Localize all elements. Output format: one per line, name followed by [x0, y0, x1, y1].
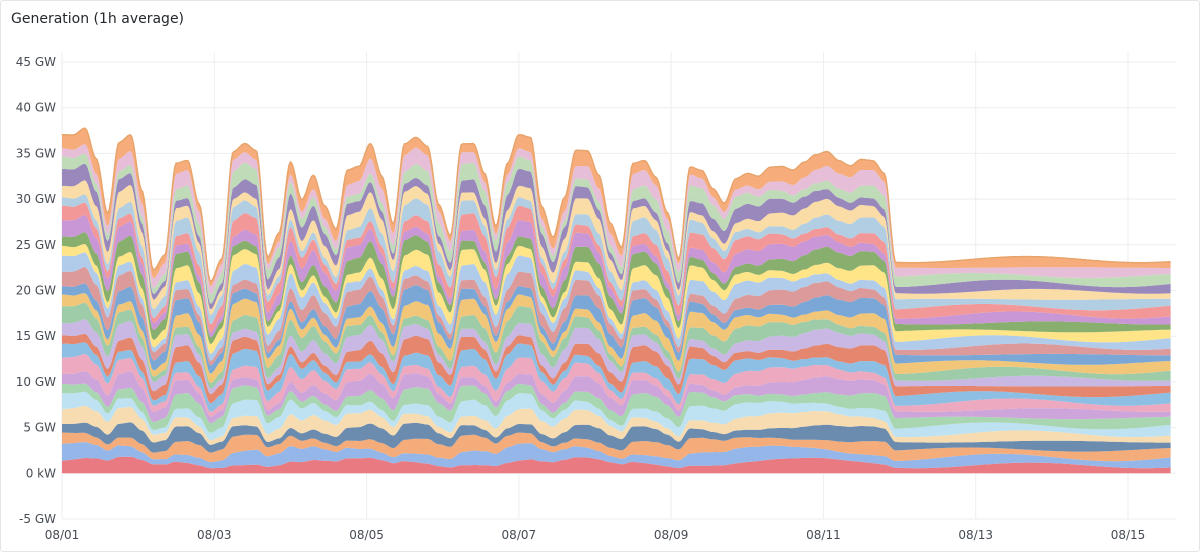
stack-band [62, 267, 1171, 366]
stack-band [62, 432, 1171, 463]
stack-band [62, 232, 1171, 344]
stack-band [62, 202, 1171, 333]
x-tick-label: 08/03 [197, 528, 232, 542]
stack-band [62, 371, 1171, 424]
y-tick-label: 10 GW [16, 375, 56, 389]
stack-band [62, 283, 1171, 374]
y-tick-label: 25 GW [16, 238, 56, 252]
y-axis: 45 GW 40 GW 35 GW 30 GW 25 GW 20 GW 15 GW 10 GW… [16, 55, 56, 526]
y-tick-label: -5 GW [19, 512, 56, 526]
x-axis: 08/01 08/03 08/05 08/07 08/09 08/11 08/13 08/15 [45, 528, 1146, 542]
stack-band [62, 302, 1171, 389]
stack-band [62, 293, 1171, 383]
stacked-areas [62, 128, 1171, 474]
stack-band [62, 383, 1171, 433]
stack-band [62, 180, 1171, 315]
x-tick-label: 08/05 [349, 528, 384, 542]
stack-band [62, 215, 1171, 338]
y-tick-label: 30 GW [16, 192, 56, 206]
y-tick-label: 15 GW [16, 329, 56, 343]
y-tick-label: 0 kW [26, 466, 56, 480]
stack-band [62, 405, 1171, 445]
stack-band [62, 144, 1171, 295]
y-tick-label: 40 GW [16, 101, 56, 115]
x-tick-label: 08/15 [1111, 528, 1146, 542]
stack-band [62, 252, 1171, 361]
x-tick-label: 08/01 [45, 528, 80, 542]
panel-title[interactable]: Generation (1h average) [11, 11, 185, 27]
stack-band [62, 319, 1171, 394]
y-tick-label: 35 GW [16, 146, 56, 160]
x-tick-label: 08/09 [654, 528, 689, 542]
x-tick-label: 08/13 [958, 528, 993, 542]
stack-band [62, 163, 1171, 310]
y-tick-label: 20 GW [16, 284, 56, 298]
stack-band [62, 342, 1171, 412]
x-tick-label: 08/11 [806, 528, 841, 542]
stack-band [62, 391, 1171, 441]
stack-band [62, 354, 1171, 417]
stack-band [62, 333, 1171, 404]
stack-band [62, 442, 1171, 469]
total-line [61, 127, 1171, 283]
y-tick-label: 45 GW [16, 55, 56, 69]
x-tick-label: 08/07 [502, 528, 537, 542]
stack-band [62, 456, 1171, 474]
stack-band [62, 244, 1171, 354]
y-tick-label: 5 GW [23, 421, 56, 435]
stack-band [62, 153, 1171, 304]
stack-band [62, 194, 1171, 325]
